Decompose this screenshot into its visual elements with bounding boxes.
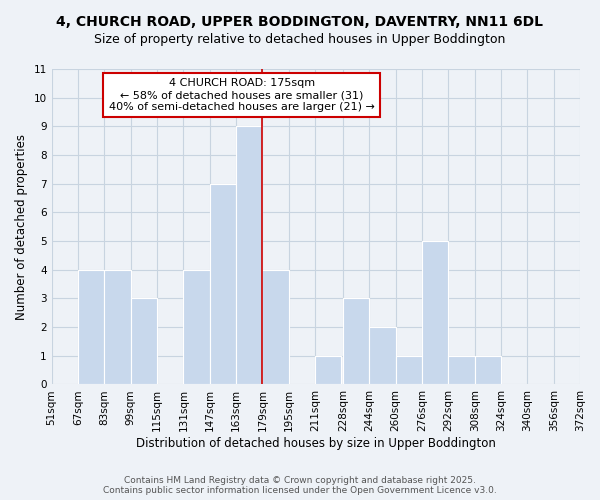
X-axis label: Distribution of detached houses by size in Upper Boddington: Distribution of detached houses by size … bbox=[136, 437, 496, 450]
Text: Contains HM Land Registry data © Crown copyright and database right 2025.
Contai: Contains HM Land Registry data © Crown c… bbox=[103, 476, 497, 495]
Bar bbox=[475, 356, 501, 384]
Bar bbox=[448, 356, 475, 384]
Bar bbox=[370, 327, 395, 384]
Bar bbox=[78, 270, 104, 384]
Bar bbox=[104, 270, 131, 384]
Bar bbox=[262, 270, 289, 384]
Text: 4, CHURCH ROAD, UPPER BODDINGTON, DAVENTRY, NN11 6DL: 4, CHURCH ROAD, UPPER BODDINGTON, DAVENT… bbox=[56, 15, 544, 29]
Bar bbox=[315, 356, 341, 384]
Bar bbox=[236, 126, 262, 384]
Text: 4 CHURCH ROAD: 175sqm
← 58% of detached houses are smaller (31)
40% of semi-deta: 4 CHURCH ROAD: 175sqm ← 58% of detached … bbox=[109, 78, 375, 112]
Bar bbox=[395, 356, 422, 384]
Text: Size of property relative to detached houses in Upper Boddington: Size of property relative to detached ho… bbox=[94, 32, 506, 46]
Bar bbox=[422, 241, 448, 384]
Y-axis label: Number of detached properties: Number of detached properties bbox=[15, 134, 28, 320]
Bar bbox=[131, 298, 157, 384]
Bar bbox=[343, 298, 370, 384]
Bar bbox=[184, 270, 209, 384]
Bar bbox=[209, 184, 236, 384]
